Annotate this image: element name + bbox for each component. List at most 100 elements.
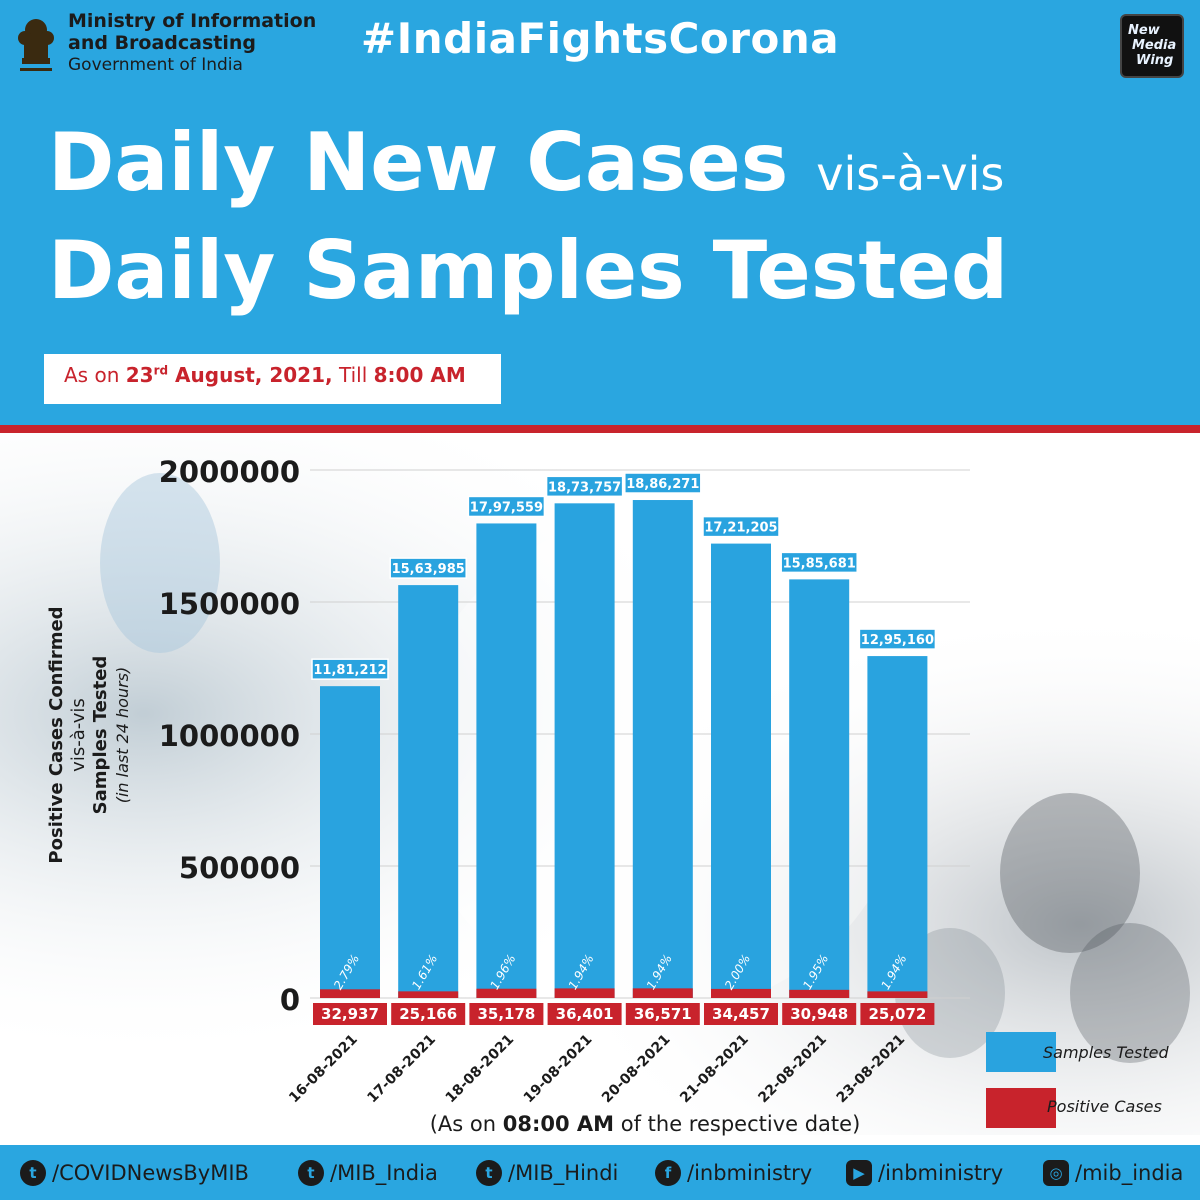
sample-value-label: 18,73,757	[548, 480, 621, 495]
footer-handle-youtube[interactable]: ▶ /inbministry	[846, 1158, 1003, 1188]
positive-label-box	[391, 1003, 466, 1025]
legend-swatch-positive	[986, 1088, 1056, 1128]
bar-samples-tested	[867, 656, 928, 998]
footnote-prefix: (As on	[429, 1112, 503, 1136]
asof-date: August, 2021,	[168, 363, 333, 387]
handle-text: /COVIDNewsByMIB	[52, 1161, 249, 1185]
as-on-date-box: As on 23rd August, 2021, Till 8:00 AM	[44, 354, 501, 404]
ylabel-line1: Positive Cases Confirmed	[46, 606, 67, 864]
chart-footnote: (As on 08:00 AM of the respective date)	[0, 1112, 1200, 1136]
positive-value-label: 36,571	[634, 1005, 692, 1023]
x-tick-label: 19-08-2021	[521, 1032, 596, 1107]
bar-positive-cases	[632, 988, 693, 998]
positive-label-box	[625, 1003, 700, 1025]
footnote-time: 08:00 AM	[502, 1112, 615, 1136]
asof-sup: rd	[153, 363, 169, 378]
bar-positive-cases	[554, 988, 615, 998]
divider-red-line	[0, 425, 1200, 433]
main-title-line1: Daily New Cases vis-à-vis	[48, 118, 1004, 219]
handle-text: /inbministry	[878, 1161, 1004, 1185]
twitter-icon: t	[298, 1160, 324, 1186]
y-tick-label: 1500000	[159, 587, 300, 621]
x-tick-label: 16-08-2021	[286, 1032, 361, 1107]
legend-label-samples: Samples Tested	[1043, 1043, 1169, 1062]
footer-handle-instagram[interactable]: ◎ /mib_india	[1043, 1158, 1183, 1188]
positive-label-box	[704, 1003, 778, 1025]
sample-label-box	[389, 557, 467, 579]
y-tick-label: 1000000	[159, 719, 300, 753]
x-tick-label: 17-08-2021	[364, 1032, 439, 1107]
sample-label-box	[702, 515, 780, 538]
ministry-line3: Government of India	[68, 55, 243, 75]
bar-positive-cases	[398, 991, 459, 998]
handle-text: /inbministry	[687, 1161, 813, 1185]
positive-label-box	[782, 1003, 857, 1025]
twitter-icon: t	[20, 1160, 46, 1186]
bar-positive-cases	[711, 988, 771, 998]
footer-handle-mib-hindi[interactable]: t /MIB_Hindi	[476, 1158, 618, 1188]
ministry-line2: and Broadcasting	[68, 32, 257, 54]
positive-value-label: 25,072	[868, 1005, 926, 1023]
facebook-icon: f	[655, 1160, 681, 1186]
footer-handle-facebook[interactable]: f /inbministry	[655, 1158, 812, 1188]
handle-text: /MIB_Hindi	[508, 1161, 619, 1185]
positive-value-label: 25,166	[399, 1005, 457, 1023]
bar-samples-tested	[554, 503, 615, 998]
sample-label-box	[780, 551, 858, 574]
main-title-line2: Daily Samples Tested	[48, 224, 1009, 317]
sample-value-label: 15,85,681	[783, 556, 856, 571]
footer-band: t /COVIDNewsByMIB t /MIB_India t /MIB_Hi…	[0, 1145, 1200, 1200]
asof-mid: Till	[332, 363, 374, 387]
positive-label-box	[313, 1003, 387, 1025]
youtube-icon: ▶	[846, 1160, 872, 1186]
logo-word-new: New	[1128, 23, 1160, 38]
positive-label-box	[547, 1003, 622, 1025]
y-axis-label: Positive Cases Confirmed vis-à-vis Sampl…	[46, 606, 134, 863]
ministry-name: Ministry of Information and Broadcasting…	[68, 10, 316, 76]
footer-handle-covidnews[interactable]: t /COVIDNewsByMIB	[20, 1158, 249, 1188]
x-tick-label: 22-08-2021	[755, 1032, 830, 1107]
sample-label-box	[311, 658, 389, 680]
sample-value-label: 12,95,160	[861, 633, 934, 648]
twitter-icon: t	[476, 1160, 502, 1186]
footnote-suffix: of the respective date)	[614, 1112, 861, 1136]
logo-word-wing: Wing	[1136, 53, 1174, 68]
y-tick-label: 500000	[179, 851, 300, 885]
x-tick-label: 23-08-2021	[834, 1032, 909, 1107]
title-vis-a-vis: vis-à-vis	[816, 147, 1005, 201]
sample-value-label: 11,81,212	[313, 663, 386, 678]
sample-label-box	[545, 475, 624, 498]
y-tick-label: 2000000	[159, 455, 300, 489]
new-media-wing-logo: New Media Wing	[1120, 14, 1184, 78]
positive-value-label: 34,457	[712, 1005, 770, 1023]
positive-value-label: 35,178	[477, 1005, 535, 1023]
bar-samples-tested	[789, 579, 850, 998]
handle-text: /MIB_India	[330, 1161, 438, 1185]
sample-value-label: 15,63,985	[392, 562, 465, 577]
x-tick-label: 21-08-2021	[677, 1032, 752, 1107]
asof-time: 8:00 AM	[373, 363, 466, 387]
y-tick-label: 0	[280, 983, 300, 1017]
x-tick-label: 18-08-2021	[443, 1032, 518, 1107]
ylabel-line2: vis-à-vis	[68, 698, 89, 772]
instagram-icon: ◎	[1043, 1160, 1069, 1186]
asof-prefix: As on	[64, 363, 126, 387]
national-emblem-icon	[18, 19, 54, 71]
ministry-line1: Ministry of Information	[68, 10, 317, 32]
ylabel-line4: (in last 24 hours)	[113, 666, 132, 804]
positive-value-label: 30,948	[790, 1005, 848, 1023]
footer-handle-mib-india[interactable]: t /MIB_India	[298, 1158, 438, 1188]
sample-label-box	[467, 495, 546, 518]
sample-label-box	[624, 472, 702, 494]
bar-samples-tested	[320, 686, 380, 998]
bar-positive-cases	[476, 988, 537, 998]
positive-label-box	[469, 1003, 544, 1025]
bar-positive-cases	[320, 989, 380, 998]
bar-samples-tested	[632, 500, 693, 998]
logo-word-media: Media	[1132, 38, 1177, 53]
title-daily-new-cases: Daily New Cases	[48, 116, 817, 209]
ylabel-line3: Samples Tested	[90, 655, 111, 815]
sample-value-label: 17,97,559	[470, 500, 543, 515]
asof-day: 23	[125, 363, 154, 387]
bar-samples-tested	[711, 543, 771, 998]
